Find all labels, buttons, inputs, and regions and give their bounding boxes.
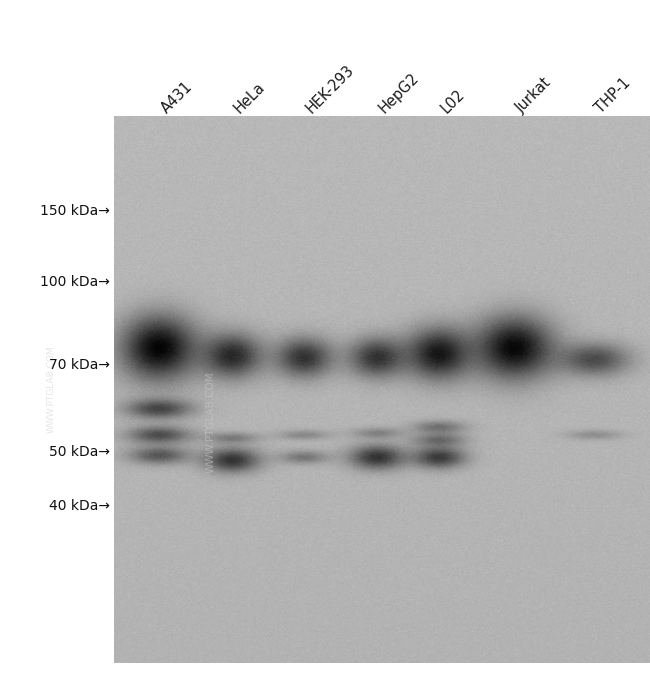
Text: WWW.PTGLAB.COM: WWW.PTGLAB.COM xyxy=(47,346,56,433)
Text: 150 kDa→: 150 kDa→ xyxy=(40,204,110,218)
Text: THP-1: THP-1 xyxy=(593,75,634,116)
Text: HepG2: HepG2 xyxy=(376,70,422,116)
Text: 70 kDa→: 70 kDa→ xyxy=(49,358,110,372)
Text: HEK-293: HEK-293 xyxy=(303,62,357,116)
Text: WWW.PTGLAB.COM: WWW.PTGLAB.COM xyxy=(205,372,215,473)
Text: L02: L02 xyxy=(438,87,467,116)
Text: 50 kDa→: 50 kDa→ xyxy=(49,445,110,459)
Text: 100 kDa→: 100 kDa→ xyxy=(40,275,110,290)
Text: Jurkat: Jurkat xyxy=(513,75,554,116)
Text: 40 kDa→: 40 kDa→ xyxy=(49,499,110,513)
Text: HeLa: HeLa xyxy=(231,79,268,116)
Text: A431: A431 xyxy=(158,79,196,116)
